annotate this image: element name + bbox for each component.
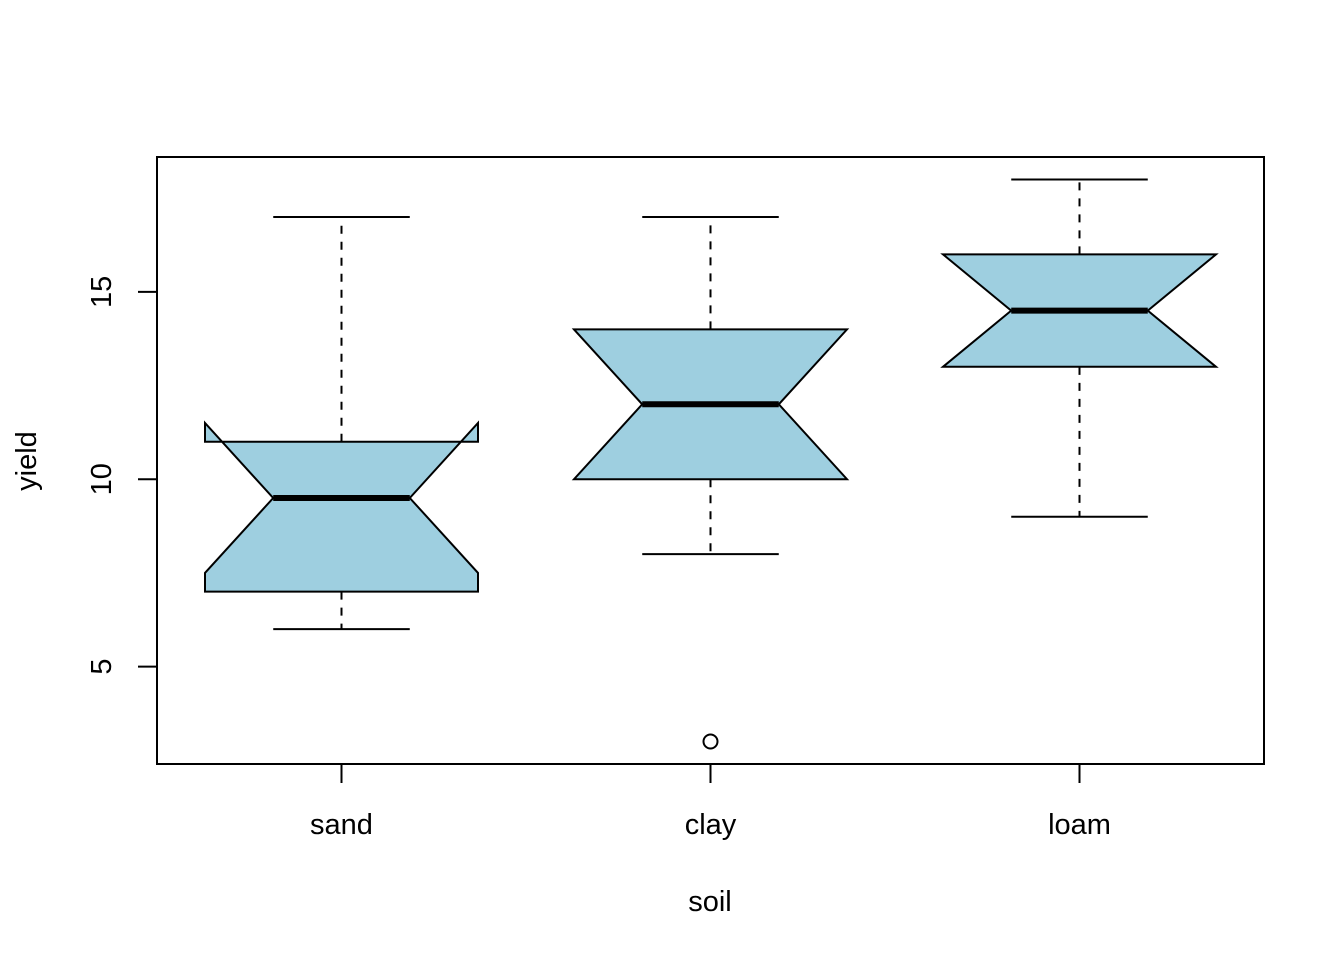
x-axis-title: soil bbox=[688, 886, 732, 918]
x-axis: sand clay loam bbox=[310, 764, 1111, 841]
box-sand bbox=[204, 215, 479, 631]
outlier-point bbox=[702, 733, 719, 750]
x-tick-label: sand bbox=[310, 809, 373, 841]
y-axis-title: yield bbox=[11, 431, 43, 491]
notched-box bbox=[204, 420, 479, 593]
box-clay bbox=[571, 215, 850, 750]
x-tick-label: loam bbox=[1048, 809, 1111, 841]
box-loam bbox=[940, 178, 1219, 518]
y-axis: 5 10 15 bbox=[86, 276, 158, 675]
box-group bbox=[204, 178, 1219, 750]
y-tick-label: 5 bbox=[86, 659, 118, 675]
y-tick-label: 10 bbox=[86, 463, 118, 495]
x-tick-label: clay bbox=[685, 809, 737, 841]
y-tick-label: 15 bbox=[86, 276, 118, 308]
